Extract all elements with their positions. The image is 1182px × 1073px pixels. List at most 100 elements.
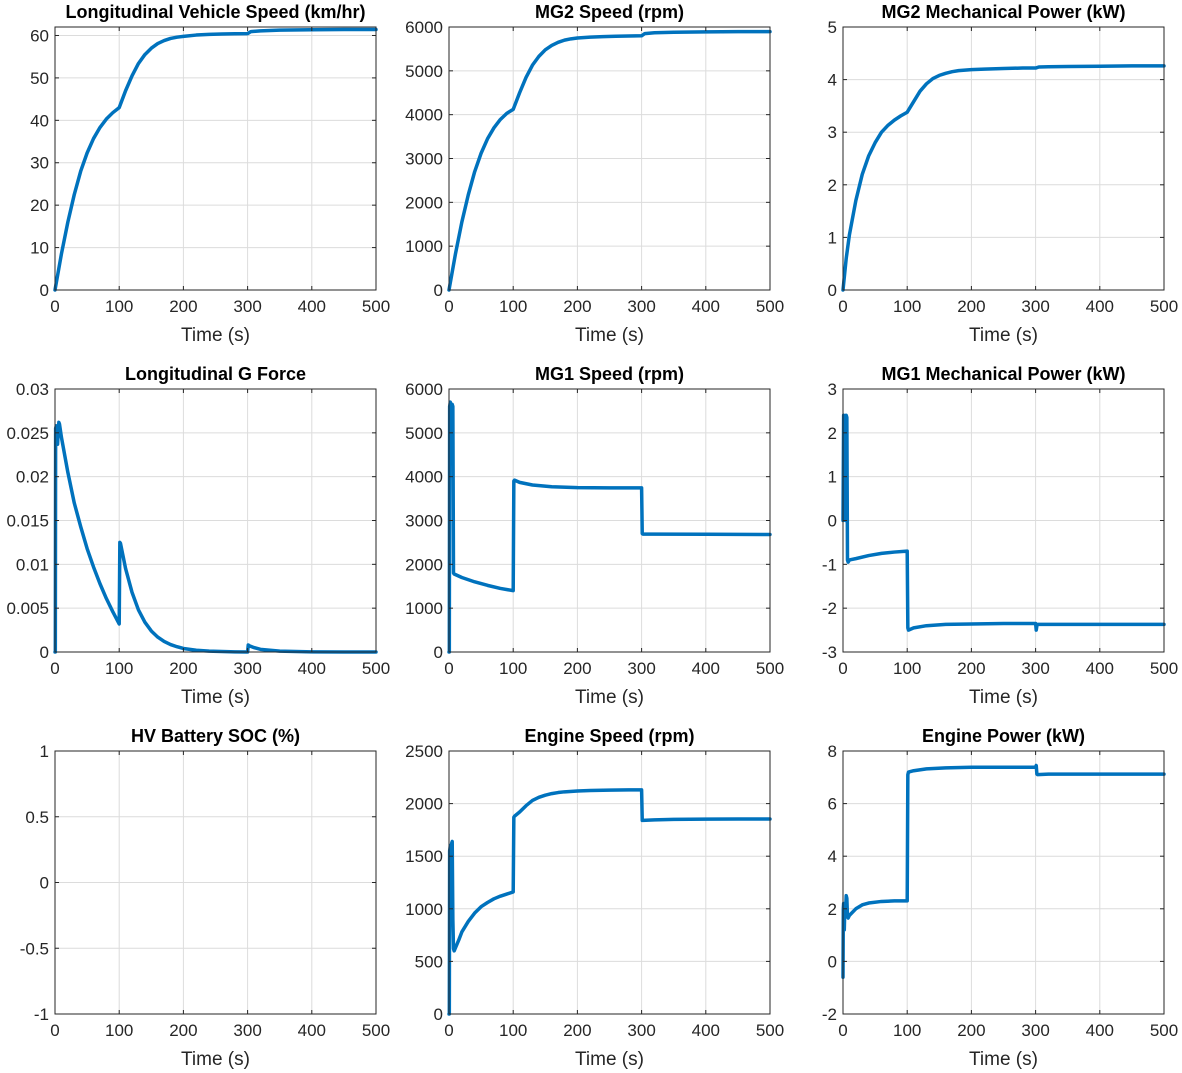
x-tick-label: 400 [692, 1021, 720, 1040]
y-tick-label: 1 [828, 468, 837, 487]
x-tick-label: 200 [957, 1021, 985, 1040]
x-tick-label: 500 [362, 659, 390, 678]
y-tick-label: 0.005 [6, 599, 49, 618]
chart-panel-6: 0 100 200 300 400 500 -3 -2 -1 0 1 2 3 MG1 Mechanical… [822, 364, 1178, 708]
axes-box [448, 750, 771, 1015]
y-tick-label: 0 [434, 1005, 443, 1024]
x-axis-label: Time (s) [969, 325, 1038, 346]
x-tick-label: 500 [756, 297, 784, 316]
y-tick-label: 0.5 [25, 808, 49, 827]
x-tick-label: 200 [957, 297, 985, 316]
y-tick-label: 5000 [405, 62, 443, 81]
x-tick-label: 100 [499, 297, 527, 316]
chart-title: MG2 Mechanical Power (kW) [881, 2, 1125, 22]
x-axis-label: Time (s) [181, 687, 250, 708]
x-tick-label: 200 [563, 1021, 591, 1040]
chart-title: HV Battery SOC (%) [131, 726, 300, 746]
x-axis-label: Time (s) [575, 325, 644, 346]
series-line [841, 413, 1166, 632]
y-tick-label: 1000 [405, 900, 443, 919]
y-tick-label: 0 [434, 643, 443, 662]
chart-title: MG1 Mechanical Power (kW) [881, 364, 1125, 384]
x-tick-label: 500 [1150, 297, 1178, 316]
y-tick-label: 4000 [405, 106, 443, 125]
x-tick-label: 300 [1021, 1021, 1049, 1040]
x-tick-label: 300 [627, 297, 655, 316]
y-tick-label: 2 [828, 424, 837, 443]
x-tick-label: 0 [838, 297, 847, 316]
x-tick-label: 100 [893, 297, 921, 316]
x-tick-label: 0 [838, 659, 847, 678]
x-tick-label: 0 [444, 297, 453, 316]
x-tick-label: 500 [756, 1021, 784, 1040]
y-tick-label: 0.015 [6, 512, 49, 531]
y-tick-label: 2 [828, 900, 837, 919]
x-axis-label: Time (s) [181, 325, 250, 346]
y-tick-label: 6000 [405, 380, 443, 399]
y-tick-label: 6000 [405, 18, 443, 37]
x-tick-label: 0 [50, 659, 59, 678]
y-tick-label: 0 [828, 512, 837, 531]
y-tick-label: 5000 [405, 424, 443, 443]
y-tick-label: 0.01 [16, 555, 49, 574]
x-tick-label: 0 [50, 1021, 59, 1040]
x-tick-label: 500 [756, 659, 784, 678]
y-tick-label: 0.03 [16, 380, 49, 399]
chart-title: MG2 Speed (rpm) [535, 2, 684, 22]
x-tick-label: 500 [1150, 659, 1178, 678]
y-tick-label: 0 [828, 952, 837, 971]
x-tick-label: 500 [362, 297, 390, 316]
y-tick-label: 0 [434, 281, 443, 300]
y-tick-label: 3000 [405, 512, 443, 531]
y-tick-label: 2000 [405, 555, 443, 574]
y-tick-label: 0.02 [16, 468, 49, 487]
chart-title: Longitudinal G Force [125, 364, 306, 384]
y-tick-label: -0.5 [20, 939, 49, 958]
chart-title: Longitudinal Vehicle Speed (km/hr) [65, 2, 365, 22]
y-tick-label: 0 [828, 281, 837, 300]
chart-panel-3: 0 100 200 300 400 500 0 1 2 3 4 5 MG2 Mechanical Pow… [828, 2, 1179, 346]
y-tick-label: 8 [828, 742, 837, 761]
y-tick-label: 10 [30, 239, 49, 258]
y-tick-label: 0 [40, 643, 49, 662]
x-axis-label: Time (s) [575, 1049, 644, 1070]
x-tick-label: 400 [298, 297, 326, 316]
y-tick-label: 0 [40, 874, 49, 893]
x-tick-label: 200 [169, 297, 197, 316]
series-line [53, 27, 378, 292]
y-tick-label: 2000 [405, 795, 443, 814]
x-tick-label: 100 [893, 1021, 921, 1040]
y-tick-label: -2 [822, 1005, 837, 1024]
plot-area [449, 751, 770, 1014]
x-axis-label: Time (s) [969, 687, 1038, 708]
x-tick-label: 200 [169, 659, 197, 678]
axes-box [54, 26, 377, 291]
x-tick-label: 100 [499, 1021, 527, 1040]
x-tick-label: 400 [1086, 659, 1114, 678]
chart-title: Engine Power (kW) [922, 726, 1085, 746]
y-tick-label: 3000 [405, 150, 443, 169]
chart-panel-1: 0 100 200 300 400 500 0 10 20 30 40 50 60 Longitudina… [30, 2, 390, 346]
y-tick-label: 1 [40, 742, 49, 761]
y-tick-label: 5 [828, 18, 837, 37]
x-axis-label: Time (s) [575, 687, 644, 708]
y-tick-label: 500 [415, 952, 443, 971]
y-tick-label: 20 [30, 196, 49, 215]
y-tick-label: 1000 [405, 237, 443, 256]
x-tick-label: 500 [362, 1021, 390, 1040]
x-tick-label: 300 [1021, 659, 1049, 678]
chart-panel-2: 0 100 200 300 400 500010002000300040005000600… [405, 2, 784, 346]
y-tick-label: 30 [30, 154, 49, 173]
series-line [447, 29, 772, 292]
y-tick-label: 2000 [405, 193, 443, 212]
y-tick-label: 0 [40, 281, 49, 300]
y-tick-label: 3 [828, 380, 837, 399]
x-tick-label: 200 [563, 297, 591, 316]
x-tick-label: 100 [499, 659, 527, 678]
y-tick-label: 2 [828, 176, 837, 195]
x-tick-label: 100 [105, 297, 133, 316]
y-tick-label: 1500 [405, 847, 443, 866]
x-tick-label: 0 [50, 297, 59, 316]
x-tick-label: 300 [233, 659, 261, 678]
series-line [447, 400, 772, 654]
